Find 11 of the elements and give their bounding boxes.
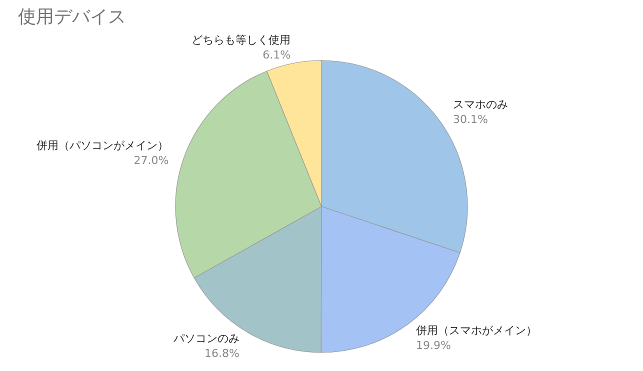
data-label: 6.1% — [262, 48, 291, 62]
slice-label: 併用（パソコンがメイン） — [36, 138, 169, 152]
data-label: 16.8% — [204, 347, 240, 360]
data-label: 19.9% — [416, 339, 451, 352]
slice-label: どちらも等しく使用 — [192, 33, 291, 46]
slice-label: スマホのみ — [452, 98, 508, 111]
slice-label: 併用（スマホがメイン） — [416, 324, 537, 338]
chart-title: 使用デバイス — [18, 6, 126, 28]
slice-label: パソコンのみ — [172, 332, 240, 346]
data-label: 30.1% — [452, 112, 488, 126]
data-label: 27.0% — [134, 154, 169, 167]
